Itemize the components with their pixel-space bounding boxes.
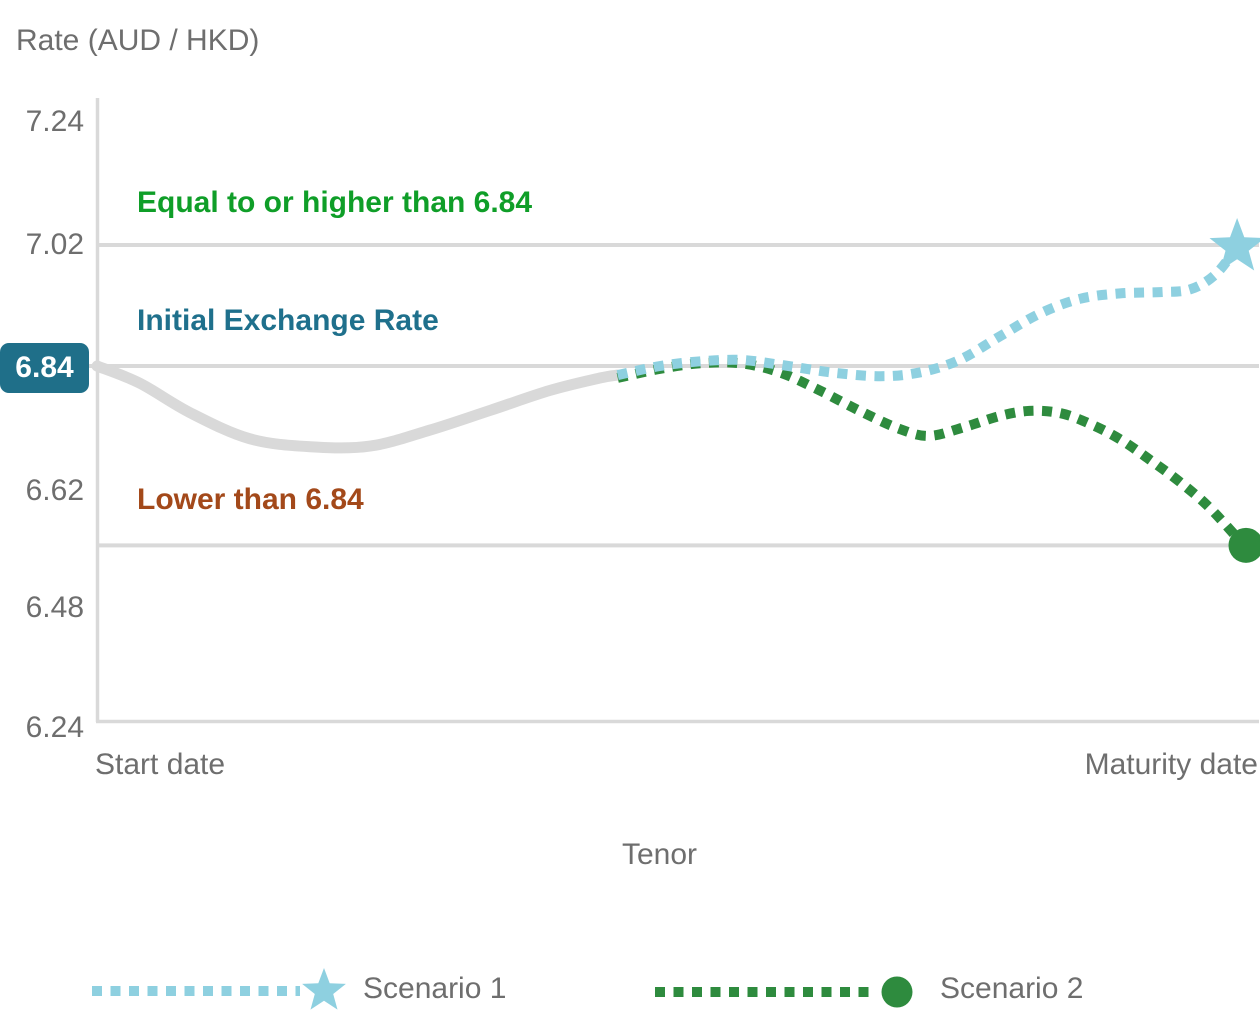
initial-path-line [91,360,624,454]
x-tick-start-date: Start date [95,748,226,781]
y-tick-6-62: 6.62 [25,473,84,507]
x-axis-title: Tenor [622,838,698,871]
legend-label-scenario-1: Scenario 1 [363,972,507,1005]
y-tick-7-02: 7.02 [25,227,84,261]
legend-star-icon [302,968,346,1010]
y-tick-6-48: 6.48 [25,590,84,624]
y-tick-7-24: 7.24 [25,104,84,138]
scenario-2-circle-marker [1228,527,1260,563]
scenario-1-line [616,243,1242,382]
annotation-higher-zone: Equal to or higher than 6.84 [137,186,533,219]
annotation-lower-zone: Lower than 6.84 [137,483,364,516]
annotation-initial-rate: Initial Exchange Rate [137,304,439,337]
x-tick-maturity-date: Maturity date [1084,748,1258,781]
scenario-1-star-marker [1209,218,1260,271]
legend-circle-icon [881,976,913,1008]
scenario-2-line [616,357,1248,549]
y-axis-title: Rate (AUD / HKD) [16,24,260,57]
y-tick-6-24: 6.24 [25,710,84,744]
initial-rate-badge: 6.84 [0,343,89,393]
legend-label-scenario-2: Scenario 2 [940,972,1084,1005]
